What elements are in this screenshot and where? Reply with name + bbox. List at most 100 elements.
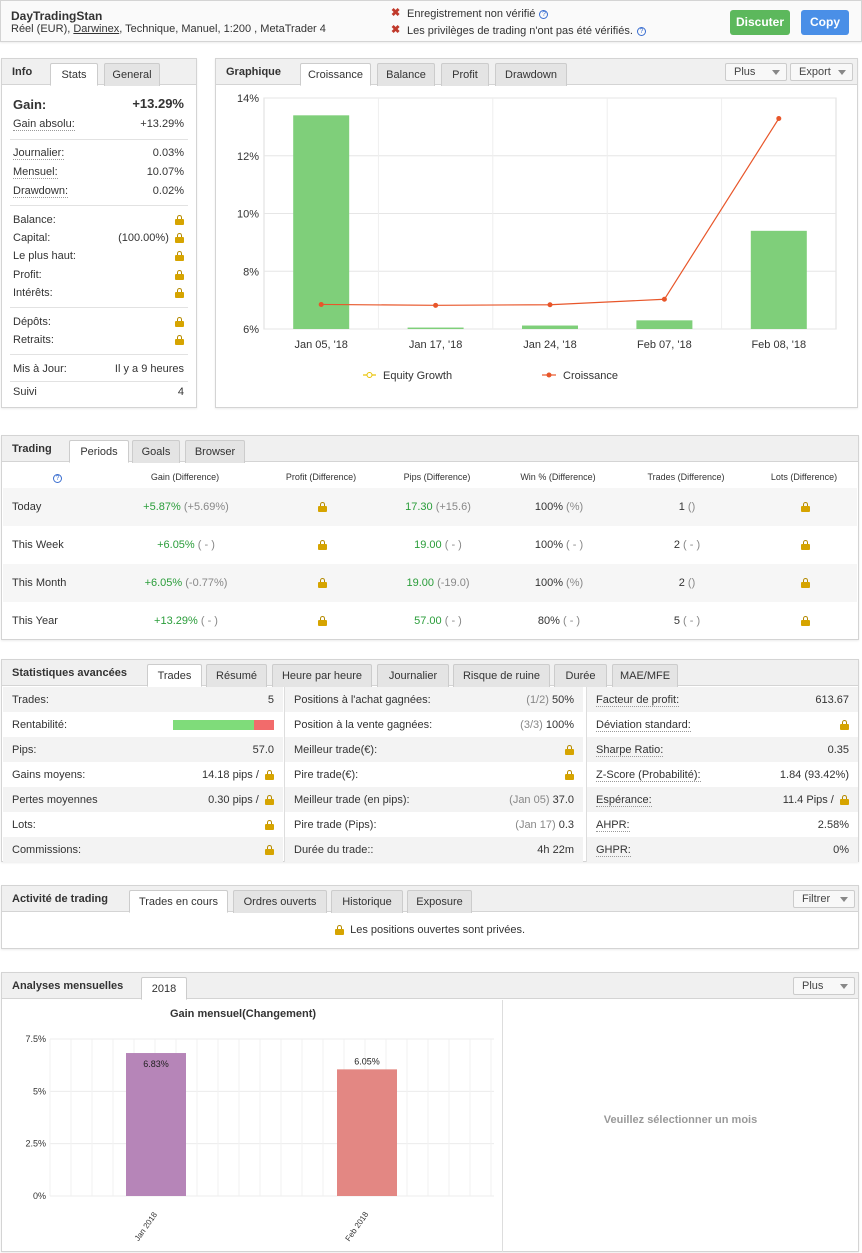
tab-exposure[interactable]: Exposure [407, 890, 472, 913]
interest-label: Intérêts: [13, 287, 53, 299]
x-tick-label: Feb 2018 [344, 1210, 371, 1243]
tab-trades[interactable]: Trades [147, 664, 202, 687]
graph-header: Graphique Croissance Balance Profit Draw… [216, 59, 857, 86]
tab-risk-of-ruin[interactable]: Risque de ruine [453, 664, 550, 687]
tab-periods[interactable]: Periods [69, 440, 129, 463]
stat-row: Sharpe Ratio: 0.35 [587, 737, 858, 762]
monthly-bar[interactable] [337, 1069, 397, 1196]
plus-dropdown[interactable]: Plus [725, 63, 787, 81]
unverified-x-icon: ✖ [391, 7, 401, 19]
legend-equity-label[interactable]: Equity Growth [383, 370, 452, 382]
lock-icon [335, 925, 344, 936]
copy-button[interactable]: Copy [801, 10, 849, 35]
tab-profit[interactable]: Profit [441, 63, 489, 86]
tab-general[interactable]: General [104, 63, 160, 86]
help-icon[interactable]: ? [53, 474, 62, 483]
lock-icon [265, 845, 274, 856]
lock-icon [565, 770, 574, 781]
growth-point[interactable] [547, 302, 553, 308]
stat-row: Z-Score (Probabilité): 1.84 (93.42%) [587, 762, 858, 787]
stat-value: 0.35 [827, 744, 849, 756]
equity-bar[interactable] [522, 325, 578, 329]
stat-value [565, 744, 574, 756]
balance-lock [175, 214, 184, 226]
lock-icon [265, 770, 274, 781]
trading-columns: ? Gain (Difference) Profit (Difference) … [2, 462, 858, 488]
withdrawals-label: Retraits: [13, 334, 54, 346]
growth-point[interactable] [661, 296, 667, 302]
gain-label: Gain: [13, 97, 47, 112]
lock-icon [800, 502, 810, 513]
lots-cell [746, 539, 862, 551]
account-name: DayTradingStan [11, 9, 103, 23]
equity-bar[interactable] [750, 230, 807, 329]
profit-cell [263, 615, 381, 627]
withdrawals-lock [175, 334, 184, 346]
tab-open-trades[interactable]: Trades en cours [129, 890, 228, 913]
growth-point[interactable] [318, 301, 324, 307]
growth-point[interactable] [433, 302, 439, 308]
drawdown-value: 0.02% [152, 185, 184, 197]
filter-dropdown[interactable]: Filtrer [793, 890, 855, 908]
gain-cell: +5.87% (+5.69%) [143, 501, 229, 513]
tab-hourly[interactable]: Heure par heure [272, 664, 372, 687]
stat-row: Trades: 5 [3, 687, 283, 712]
stat-row: Position à la vente gagnées: (3/3) 100% [285, 712, 583, 737]
y-tick-label: 2.5% [25, 1139, 46, 1149]
tab-year-2018[interactable]: 2018 [141, 977, 187, 1000]
account-header: DayTradingStan Réel (EUR), Darwinex, Tec… [0, 0, 862, 42]
equity-bar[interactable] [636, 320, 693, 329]
col-gain: Gain (Difference) [150, 472, 220, 482]
stat-label: Pire trade(€): [294, 769, 359, 781]
help-icon[interactable]: ? [539, 9, 549, 19]
gain-cell: +13.29% ( - ) [154, 615, 218, 627]
x-tick-label: Jan 2018 [133, 1210, 160, 1243]
win-cell: 100% (%) [534, 577, 584, 589]
tab-daily[interactable]: Journalier [377, 664, 449, 687]
plus-dropdown[interactable]: Plus [793, 977, 855, 995]
lock-icon [317, 616, 327, 627]
table-row: Today +5.87% (+5.69%) 17.30 (+15.6) 100% (%… [3, 488, 857, 526]
help-icon[interactable]: ? [636, 26, 646, 36]
stat-label: Meilleur trade(€): [294, 744, 378, 756]
lock-icon [840, 795, 849, 806]
col-win: Win % (Difference) [520, 472, 596, 482]
growth-point[interactable] [776, 116, 782, 122]
stat-row: Meilleur trade(€): [285, 737, 583, 762]
col-lots: Lots (Difference) [770, 472, 838, 482]
tab-balance[interactable]: Balance [377, 63, 435, 86]
lock-icon [800, 540, 810, 551]
win-cell: 80% ( - ) [537, 615, 581, 627]
win-cell: 100% ( - ) [534, 539, 584, 551]
vertical-divider [502, 1000, 503, 1252]
discuss-button[interactable]: Discuter [730, 10, 790, 35]
tab-history[interactable]: Historique [331, 890, 403, 913]
tab-goals[interactable]: Goals [132, 440, 180, 463]
tab-stats[interactable]: Stats [50, 63, 98, 86]
monthly-title: Analyses mensuelles [12, 980, 124, 992]
tab-summary[interactable]: Résumé [206, 664, 267, 687]
lock-icon [317, 502, 327, 513]
tab-drawdown[interactable]: Drawdown [495, 63, 567, 86]
tab-browser[interactable]: Browser [185, 440, 245, 463]
updated-label: Mis à Jour: [13, 363, 67, 375]
equity-bar[interactable] [293, 115, 350, 329]
tab-duration[interactable]: Durée [554, 664, 607, 687]
y-tick-label: 0% [33, 1191, 46, 1201]
stats-header: Statistiques avancées Trades Résumé Heur… [2, 660, 858, 687]
tab-growth[interactable]: Croissance [300, 63, 371, 86]
stat-value: (3/3) 100% [520, 719, 574, 731]
privileges-warning: Les privilèges de trading n'ont pas été … [407, 25, 646, 37]
broker-link[interactable]: Darwinex [73, 23, 120, 35]
tab-open-orders[interactable]: Ordres ouverts [233, 890, 327, 913]
divider [10, 307, 188, 308]
x-tick-label: Feb 07, '18 [637, 339, 692, 351]
legend-growth-label[interactable]: Croissance [563, 370, 618, 382]
monthly-bar[interactable] [126, 1053, 186, 1196]
export-dropdown[interactable]: Export [790, 63, 853, 81]
equity-bar[interactable] [407, 327, 464, 329]
tab-mae-mfe[interactable]: MAE/MFE [612, 664, 678, 687]
stat-label: GHPR: [596, 844, 631, 857]
stat-label: Rentabilité: [12, 719, 68, 731]
stat-label: Trades: [12, 694, 49, 706]
